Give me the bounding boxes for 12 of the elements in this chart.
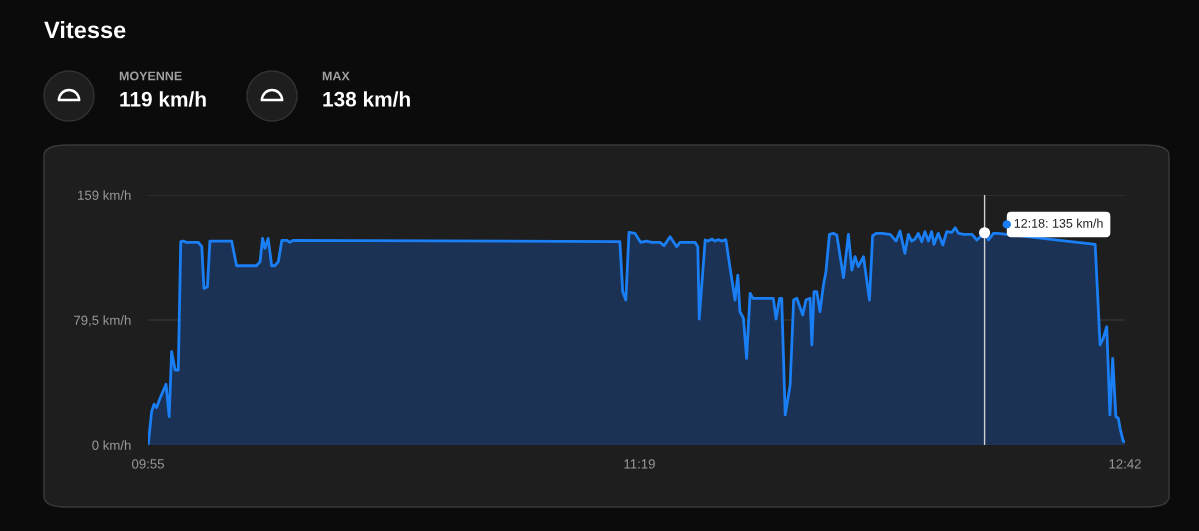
text: MAX [322, 71, 350, 81]
chart-title: Vitesse [44, 21, 126, 39]
x-tick-label: 11:19 [624, 459, 655, 469]
y-tick-label: 159 km/h [78, 190, 131, 200]
text: MOYENNE [119, 71, 182, 81]
x-tick-label: 09:55 [132, 459, 164, 469]
text: 138 km/h [323, 91, 410, 107]
annotation: 12:18: 135 km/h [1014, 218, 1103, 228]
y-tick-label: 0 km/h [92, 440, 131, 450]
y-tick-label: 79,5 km/h [74, 315, 131, 327]
text: 119 km/h [120, 91, 206, 107]
x-tick-label: 12:42 [1109, 459, 1141, 469]
